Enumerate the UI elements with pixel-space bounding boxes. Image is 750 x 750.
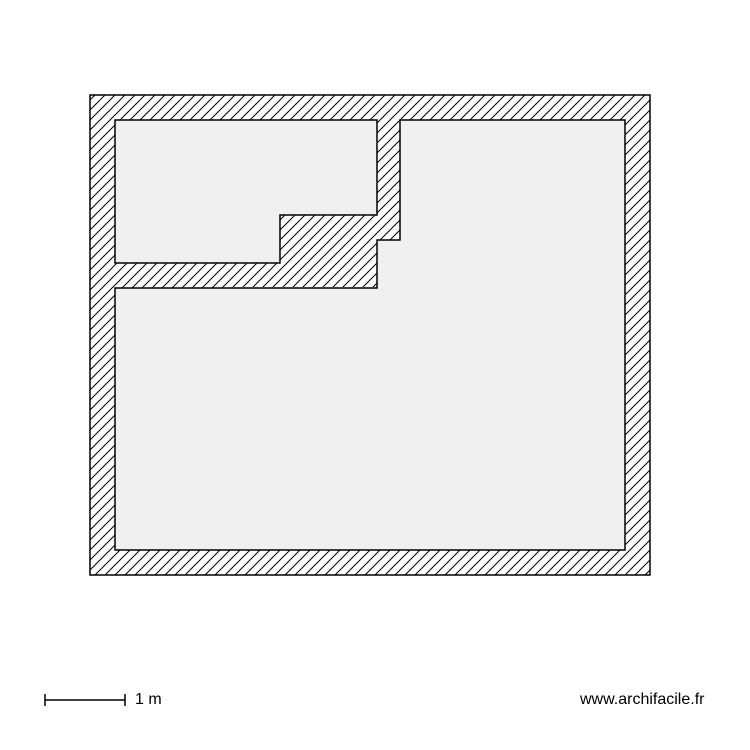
scale-label: 1 m bbox=[135, 691, 162, 709]
scale-bar bbox=[45, 694, 125, 706]
floor-plan-svg bbox=[0, 0, 750, 750]
floor-plan-canvas: 1 m www.archifacile.fr bbox=[0, 0, 750, 750]
watermark-link[interactable]: www.archifacile.fr bbox=[580, 691, 704, 709]
